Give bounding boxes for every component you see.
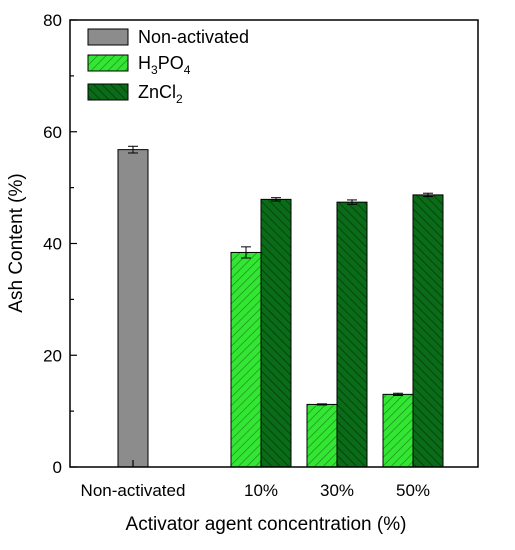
bar-zncl2-2: [336, 201, 368, 468]
y-tick-label: 0: [53, 458, 62, 477]
x-tick-label: Non-activated: [81, 481, 186, 500]
bar-non-activated-0: [117, 149, 149, 468]
plot-area: [117, 145, 444, 468]
legend-swatch-zncl2: [87, 83, 129, 101]
x-tick-label: 50%: [396, 481, 430, 500]
bar-zncl2-3: [412, 194, 444, 468]
y-tick-label: 60: [43, 123, 62, 142]
axes: 0 20 40 60 80 Non-activated 10% 30% 50%: [43, 11, 479, 500]
x-tick-label: 10%: [244, 481, 278, 500]
legend-label-non-activated: Non-activated: [138, 27, 249, 47]
bar-h3po4-1: [230, 251, 262, 468]
bar-zncl2-1: [260, 198, 292, 468]
y-tick-label: 20: [43, 346, 62, 365]
bar-h3po4-3: [382, 393, 414, 468]
y-tick-label: 80: [43, 11, 62, 30]
legend: Non-activated H3PO4 ZnCl2: [87, 27, 249, 106]
bar-h3po4-2: [306, 403, 338, 468]
legend-label-zncl2: ZnCl2: [138, 82, 183, 106]
x-tick-label: 30%: [320, 481, 354, 500]
legend-swatch-non-activated: [87, 28, 129, 46]
legend-label-h3po4: H3PO4: [138, 53, 191, 77]
legend-swatch-h3po4: [87, 54, 129, 72]
y-axis-title: Ash Content (%): [6, 173, 27, 312]
x-axis-title: Activator agent concentration (%): [126, 514, 407, 535]
y-tick-label: 40: [43, 235, 62, 254]
